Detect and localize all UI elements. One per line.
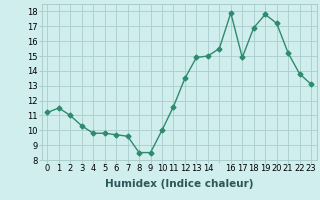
X-axis label: Humidex (Indice chaleur): Humidex (Indice chaleur)	[105, 179, 253, 189]
